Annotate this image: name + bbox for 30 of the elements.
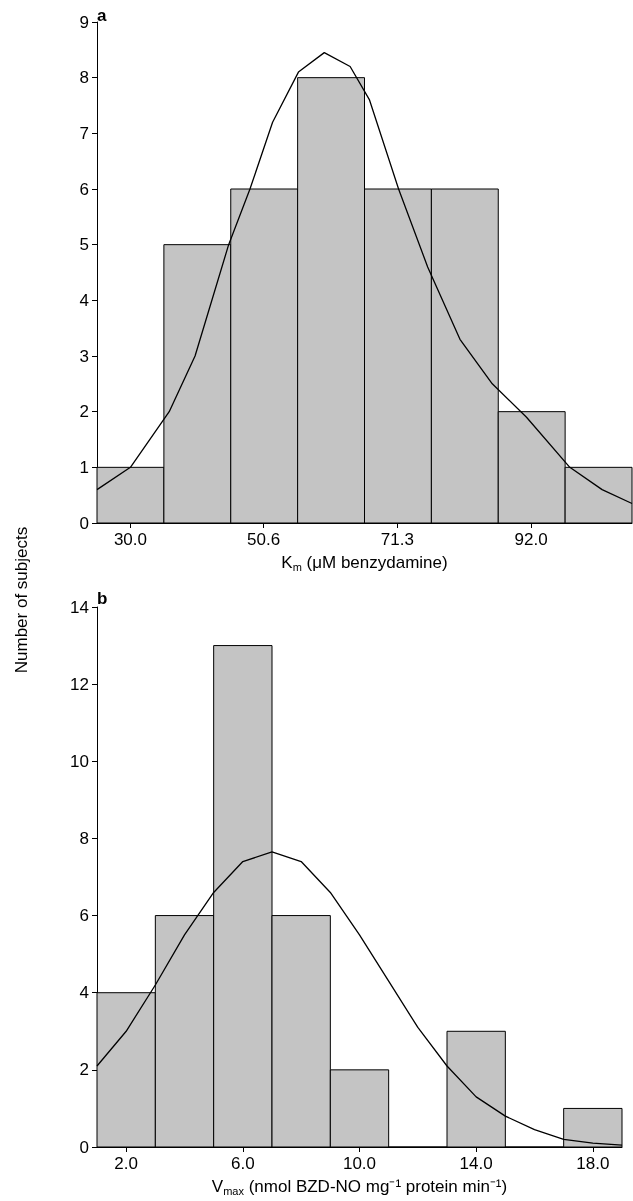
x-tick-label: 14.0 bbox=[459, 1154, 493, 1173]
y-tick-label: 8 bbox=[79, 828, 89, 848]
y-tick-label: 10 bbox=[70, 751, 89, 771]
y-tick-label: 1 bbox=[79, 457, 89, 477]
x-tick-label: 30.0 bbox=[113, 530, 147, 549]
x-tick-label: 92.0 bbox=[514, 530, 548, 549]
chart-title: b bbox=[97, 589, 108, 608]
y-tick-label: 6 bbox=[79, 179, 89, 199]
x-tick-label: 50.6 bbox=[246, 530, 281, 549]
y-tick-label: 2 bbox=[79, 1060, 89, 1080]
y-tick-label: 9 bbox=[79, 12, 89, 32]
y-tick-label: 12 bbox=[70, 674, 89, 694]
x-tick-label: 2.0 bbox=[114, 1154, 138, 1173]
y-tick-label: 2 bbox=[79, 402, 89, 422]
x-tick-label: 71.3 bbox=[380, 530, 414, 549]
y-tick-label: 4 bbox=[79, 983, 89, 1003]
x-tick-label: 18.0 bbox=[576, 1154, 610, 1173]
y-tick-label: 0 bbox=[79, 513, 89, 533]
y-tick-label: 7 bbox=[79, 123, 89, 143]
y-tick-label: 4 bbox=[79, 290, 89, 310]
chart-title: a bbox=[97, 6, 107, 25]
y-tick-label: 8 bbox=[79, 68, 89, 88]
x-tick-label: 10.0 bbox=[342, 1154, 377, 1173]
y-axis-title: Number of subjects bbox=[12, 526, 32, 674]
y-tick-label: 14 bbox=[70, 597, 89, 617]
x-tick-label: 6.0 bbox=[231, 1154, 255, 1173]
y-tick-label: 3 bbox=[79, 346, 89, 366]
y-tick-label: 0 bbox=[79, 1137, 89, 1157]
y-tick-label: 5 bbox=[79, 235, 89, 255]
y-tick-label: 6 bbox=[79, 906, 89, 926]
